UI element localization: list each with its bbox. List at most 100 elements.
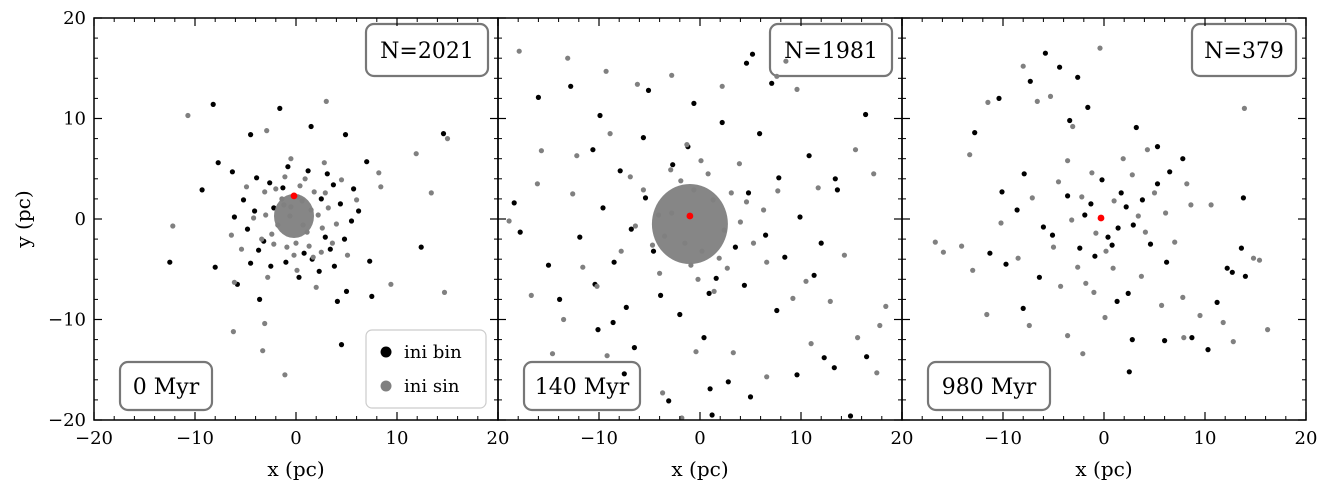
data-point-ini-sin — [282, 174, 288, 180]
data-point-ini-sin — [743, 199, 750, 205]
data-point-ini-bin — [666, 398, 672, 404]
data-point-ini-bin — [351, 186, 357, 192]
data-point-ini-sin — [1163, 210, 1169, 216]
data-point-ini-sin — [774, 73, 780, 79]
data-point-ini-bin — [167, 259, 173, 265]
data-point-ini-bin — [658, 292, 664, 298]
data-point-ini-sin — [516, 48, 522, 54]
data-point-ini-bin — [268, 263, 274, 269]
data-point-ini-bin — [1229, 269, 1235, 275]
x-tick-label: 10 — [1194, 428, 1217, 449]
data-point-ini-bin — [545, 262, 552, 268]
data-point-ini-sin — [580, 264, 586, 270]
data-point-ini-sin — [310, 254, 316, 260]
data-point-ini-bin — [621, 371, 627, 377]
data-point-ini-sin — [293, 240, 299, 246]
data-point-ini-bin — [987, 250, 993, 256]
data-point-ini-bin — [342, 132, 349, 138]
data-point-ini-bin — [713, 275, 719, 281]
data-point-ini-sin — [1142, 229, 1148, 235]
data-point-ini-sin — [376, 170, 382, 176]
legend-box — [365, 329, 487, 409]
data-point-ini-bin — [277, 105, 283, 111]
data-point-ini-sin — [251, 215, 257, 221]
x-tick-label: 20 — [891, 428, 914, 449]
legend-marker-ini-sin — [380, 380, 392, 392]
data-point-ini-bin — [757, 131, 763, 137]
data-point-ini-sin — [1120, 156, 1126, 162]
data-point-ini-sin — [1138, 273, 1144, 279]
data-point-ini-bin — [285, 164, 291, 170]
data-point-ini-sin — [1034, 98, 1040, 104]
data-point-ini-sin — [1230, 339, 1236, 345]
data-point-ini-bin — [1014, 207, 1020, 213]
data-point-ini-sin — [284, 244, 290, 250]
y-tick-label: −20 — [48, 410, 86, 431]
data-point-ini-bin — [741, 282, 748, 288]
data-point-ini-sin — [815, 185, 821, 191]
data-point-ini-bin — [1130, 222, 1136, 228]
data-point-ini-bin — [1003, 261, 1009, 267]
data-point-ini-sin — [294, 267, 300, 273]
panel-140-myr: N=1981 140 Myr x (pc) −10 0 10 20 — [497, 17, 914, 481]
data-point-ini-bin — [1114, 298, 1120, 304]
panel-1-time-box — [522, 360, 642, 412]
data-point-ini-bin — [797, 214, 803, 220]
data-point-ini-bin — [834, 187, 841, 193]
data-point-ini-sin — [1079, 194, 1085, 200]
x-tick-label: 10 — [386, 428, 409, 449]
data-point-ini-bin — [774, 307, 780, 314]
legend-marker-ini-bin — [380, 346, 392, 358]
data-point-ini-bin — [316, 268, 322, 274]
data-point-ini-bin — [535, 94, 542, 100]
data-point-ini-bin — [745, 190, 752, 196]
data-point-ini-bin — [283, 259, 289, 265]
data-point-ini-sin — [338, 177, 345, 183]
data-point-ini-bin — [252, 208, 258, 214]
data-point-ini-bin — [763, 232, 769, 238]
panel-2-x-axis-label: x (pc) — [1075, 457, 1132, 481]
data-point-ini-sin — [1110, 265, 1116, 271]
data-point-ini-sin — [808, 341, 814, 347]
data-point-ini-bin — [1027, 78, 1033, 84]
data-point-ini-bin — [769, 80, 775, 86]
data-point-ini-bin — [847, 413, 854, 419]
data-point-ini-bin — [440, 131, 447, 137]
data-point-ini-sin — [855, 335, 861, 341]
data-point-ini-bin — [199, 187, 205, 193]
cluster-core — [274, 194, 314, 238]
data-point-ini-sin — [940, 249, 947, 255]
data-point-ini-sin — [841, 252, 848, 258]
data-point-ini-sin — [627, 174, 633, 180]
data-point-ini-sin — [1265, 327, 1271, 333]
data-point-ini-sin — [775, 188, 781, 194]
panel-1-x-axis-label: x (pc) — [671, 457, 728, 481]
legend-label-ini-bin: ini bin — [404, 342, 462, 363]
panel-0-time-label: 0 Myr — [133, 375, 200, 400]
panel-1-points — [506, 48, 889, 420]
data-point-ini-sin — [1197, 312, 1203, 319]
data-point-ini-bin — [337, 201, 343, 207]
y-tick-label: −10 — [48, 310, 86, 331]
data-point-ini-sin — [1241, 105, 1247, 111]
data-point-ini-bin — [1180, 156, 1186, 162]
data-point-ini-bin — [248, 132, 254, 138]
data-point-ini-sin — [243, 184, 250, 190]
data-point-ini-bin — [595, 327, 601, 333]
data-point-ini-sin — [561, 316, 567, 323]
data-point-ini-sin — [698, 158, 704, 164]
data-point-ini-bin — [811, 272, 817, 278]
data-point-ini-sin — [678, 178, 684, 184]
data-point-ini-bin — [296, 274, 302, 280]
data-point-ini-bin — [1020, 305, 1026, 311]
data-point-ini-sin — [1083, 280, 1089, 286]
density-center-marker — [686, 212, 694, 220]
data-point-ini-sin — [634, 81, 641, 87]
data-point-ini-bin — [348, 218, 355, 224]
data-point-ini-sin — [1093, 230, 1099, 236]
data-point-ini-bin — [1123, 204, 1129, 210]
data-point-ini-bin — [1154, 181, 1161, 187]
data-point-ini-sin — [970, 267, 976, 273]
x-tick-label: 0 — [290, 428, 301, 449]
data-point-ini-bin — [1154, 144, 1161, 150]
